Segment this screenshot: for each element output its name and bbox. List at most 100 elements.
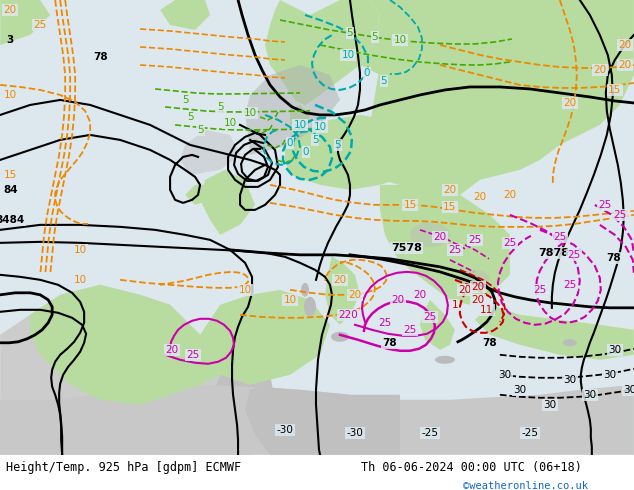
Text: 1: 1 bbox=[451, 300, 458, 310]
Text: 5: 5 bbox=[312, 135, 318, 145]
Text: 15: 15 bbox=[608, 85, 621, 95]
Polygon shape bbox=[285, 0, 380, 105]
Polygon shape bbox=[245, 65, 340, 155]
Text: 30: 30 bbox=[608, 345, 621, 355]
Text: 20: 20 bbox=[413, 290, 427, 300]
Text: 5: 5 bbox=[187, 112, 193, 122]
Text: 25: 25 bbox=[503, 238, 517, 248]
Polygon shape bbox=[180, 130, 240, 175]
Text: 30: 30 bbox=[543, 400, 557, 410]
Polygon shape bbox=[30, 285, 220, 405]
Polygon shape bbox=[245, 387, 400, 455]
Text: 10: 10 bbox=[224, 118, 236, 128]
Text: -25: -25 bbox=[521, 428, 538, 438]
Text: 25: 25 bbox=[448, 245, 462, 255]
Text: 15: 15 bbox=[443, 202, 456, 212]
Text: 25: 25 bbox=[403, 325, 417, 335]
Text: 10: 10 bbox=[74, 275, 87, 285]
Text: 5: 5 bbox=[217, 102, 223, 112]
Polygon shape bbox=[0, 385, 634, 455]
Text: 15: 15 bbox=[403, 200, 417, 210]
Text: 20: 20 bbox=[434, 232, 446, 242]
Text: 11: 11 bbox=[481, 305, 493, 315]
Text: ©weatheronline.co.uk: ©weatheronline.co.uk bbox=[463, 481, 588, 490]
Text: -30: -30 bbox=[347, 428, 363, 438]
Text: 25: 25 bbox=[567, 250, 581, 260]
Polygon shape bbox=[475, 305, 634, 360]
Text: 10: 10 bbox=[393, 35, 406, 45]
Polygon shape bbox=[325, 255, 360, 325]
Ellipse shape bbox=[563, 339, 577, 346]
Text: 5: 5 bbox=[197, 125, 204, 135]
Text: 20: 20 bbox=[333, 275, 347, 285]
Text: 0: 0 bbox=[364, 68, 370, 78]
Text: 30: 30 bbox=[604, 370, 616, 380]
Text: 10: 10 bbox=[4, 90, 16, 100]
Polygon shape bbox=[380, 185, 510, 305]
Polygon shape bbox=[0, 285, 220, 455]
Text: 20: 20 bbox=[349, 290, 361, 300]
Polygon shape bbox=[265, 0, 340, 105]
Text: 25: 25 bbox=[424, 312, 437, 322]
Ellipse shape bbox=[331, 332, 349, 342]
Text: Height/Temp. 925 hPa [gdpm] ECMWF: Height/Temp. 925 hPa [gdpm] ECMWF bbox=[6, 461, 242, 473]
Text: 25: 25 bbox=[378, 318, 392, 328]
Text: 30: 30 bbox=[563, 375, 576, 385]
Text: 30: 30 bbox=[623, 385, 634, 395]
Text: 25: 25 bbox=[598, 200, 611, 210]
Text: -25: -25 bbox=[422, 428, 439, 438]
Text: 5: 5 bbox=[372, 32, 378, 42]
Ellipse shape bbox=[460, 270, 490, 290]
Text: 10: 10 bbox=[243, 108, 257, 118]
Text: 10: 10 bbox=[313, 122, 327, 132]
Text: 25: 25 bbox=[533, 285, 547, 295]
Polygon shape bbox=[0, 0, 50, 45]
Text: 20: 20 bbox=[474, 192, 486, 202]
Text: 20: 20 bbox=[391, 295, 404, 305]
Text: 78: 78 bbox=[93, 52, 107, 62]
Text: 25: 25 bbox=[469, 235, 482, 245]
Text: 20: 20 bbox=[593, 65, 606, 75]
Text: 25: 25 bbox=[34, 20, 47, 30]
Text: 5: 5 bbox=[347, 28, 353, 38]
Text: 78: 78 bbox=[482, 338, 497, 348]
Text: 20: 20 bbox=[503, 190, 517, 200]
Text: 20: 20 bbox=[563, 98, 576, 108]
Text: 10: 10 bbox=[294, 120, 307, 130]
Text: 5: 5 bbox=[380, 76, 387, 86]
Text: 0: 0 bbox=[303, 147, 309, 157]
Text: 5: 5 bbox=[335, 140, 341, 150]
Polygon shape bbox=[185, 185, 210, 205]
Text: 30: 30 bbox=[498, 370, 512, 380]
Text: 20: 20 bbox=[471, 295, 484, 305]
Polygon shape bbox=[200, 170, 255, 235]
Polygon shape bbox=[200, 290, 330, 385]
Polygon shape bbox=[420, 300, 455, 350]
Text: 20: 20 bbox=[471, 282, 484, 292]
Text: 20: 20 bbox=[618, 60, 631, 70]
Polygon shape bbox=[360, 0, 420, 75]
Text: 25: 25 bbox=[613, 210, 626, 220]
Text: 20: 20 bbox=[618, 40, 631, 50]
Polygon shape bbox=[160, 0, 210, 30]
Polygon shape bbox=[290, 105, 310, 130]
Text: 20: 20 bbox=[458, 285, 472, 295]
Text: 30: 30 bbox=[514, 385, 526, 395]
Ellipse shape bbox=[435, 356, 455, 364]
Text: 78: 78 bbox=[607, 253, 621, 263]
Text: 7878: 7878 bbox=[538, 248, 569, 258]
Text: 25: 25 bbox=[563, 280, 576, 290]
Text: 5: 5 bbox=[182, 95, 188, 105]
Text: 10: 10 bbox=[283, 295, 297, 305]
Text: 3: 3 bbox=[6, 35, 14, 45]
Text: 78: 78 bbox=[383, 338, 398, 348]
Text: 84: 84 bbox=[3, 185, 18, 195]
Text: 15: 15 bbox=[4, 170, 17, 180]
Ellipse shape bbox=[301, 283, 309, 297]
Text: 220: 220 bbox=[338, 310, 358, 320]
Text: 20: 20 bbox=[4, 5, 16, 15]
Ellipse shape bbox=[410, 222, 450, 247]
Text: 25: 25 bbox=[186, 350, 200, 360]
Text: 30: 30 bbox=[583, 390, 597, 400]
Text: 10: 10 bbox=[342, 50, 354, 60]
